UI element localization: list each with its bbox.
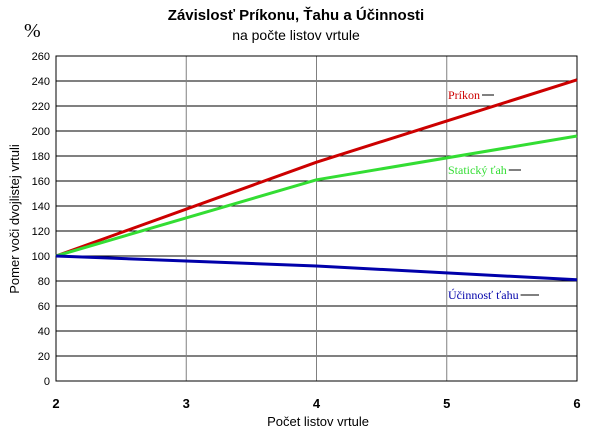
- unit-label: %: [24, 20, 41, 42]
- x-tick-label: 3: [183, 396, 190, 411]
- x-axis-label: Počet listov vrtule: [267, 414, 369, 429]
- chart-subtitle: na počte listov vrtule: [232, 27, 360, 43]
- y-tick-label: 240: [32, 76, 50, 88]
- grid: [55, 55, 578, 382]
- x-tick-label: 6: [573, 396, 580, 411]
- y-tick-label: 160: [32, 176, 50, 188]
- y-tick-label: 180: [32, 151, 50, 163]
- series-line-1: [55, 78, 578, 258]
- series-line-3: [55, 254, 578, 282]
- x-tick-label: 4: [313, 396, 321, 411]
- y-tick-label: 220: [32, 101, 50, 113]
- y-tick-label: 20: [38, 351, 50, 363]
- x-tick-label: 2: [52, 396, 59, 411]
- chart-title: Závislosť Príkonu, Ťahu a Účinnosti: [168, 6, 424, 24]
- series-label-1: Príkon: [448, 88, 480, 102]
- series-lines: [55, 78, 578, 282]
- tick-labels: 0 20 40 60 80 100 120 140 160 180 200 220 240 260 2 3 4 5…: [32, 51, 581, 411]
- y-axis-label: Pomer voči dvojlistej vrtuli: [7, 144, 22, 294]
- y-tick-label: 140: [32, 201, 50, 213]
- series-line-2: [55, 134, 578, 258]
- plot-frame: [55, 55, 578, 382]
- y-tick-label: 100: [32, 251, 50, 263]
- series-labels: Príkon Statický ťah Účinnosť ťahu: [448, 88, 539, 302]
- y-tick-label: 0: [44, 376, 50, 388]
- y-tick-label: 260: [32, 51, 50, 63]
- y-tick-label: 40: [38, 326, 50, 338]
- series-label-3: Účinnosť ťahu: [448, 288, 519, 302]
- x-tick-label: 5: [443, 396, 450, 411]
- y-tick-label: 60: [38, 301, 50, 313]
- series-label-2: Statický ťah: [448, 163, 507, 177]
- y-tick-label: 80: [38, 276, 50, 288]
- y-tick-label: 200: [32, 126, 50, 138]
- y-tick-label: 120: [32, 226, 50, 238]
